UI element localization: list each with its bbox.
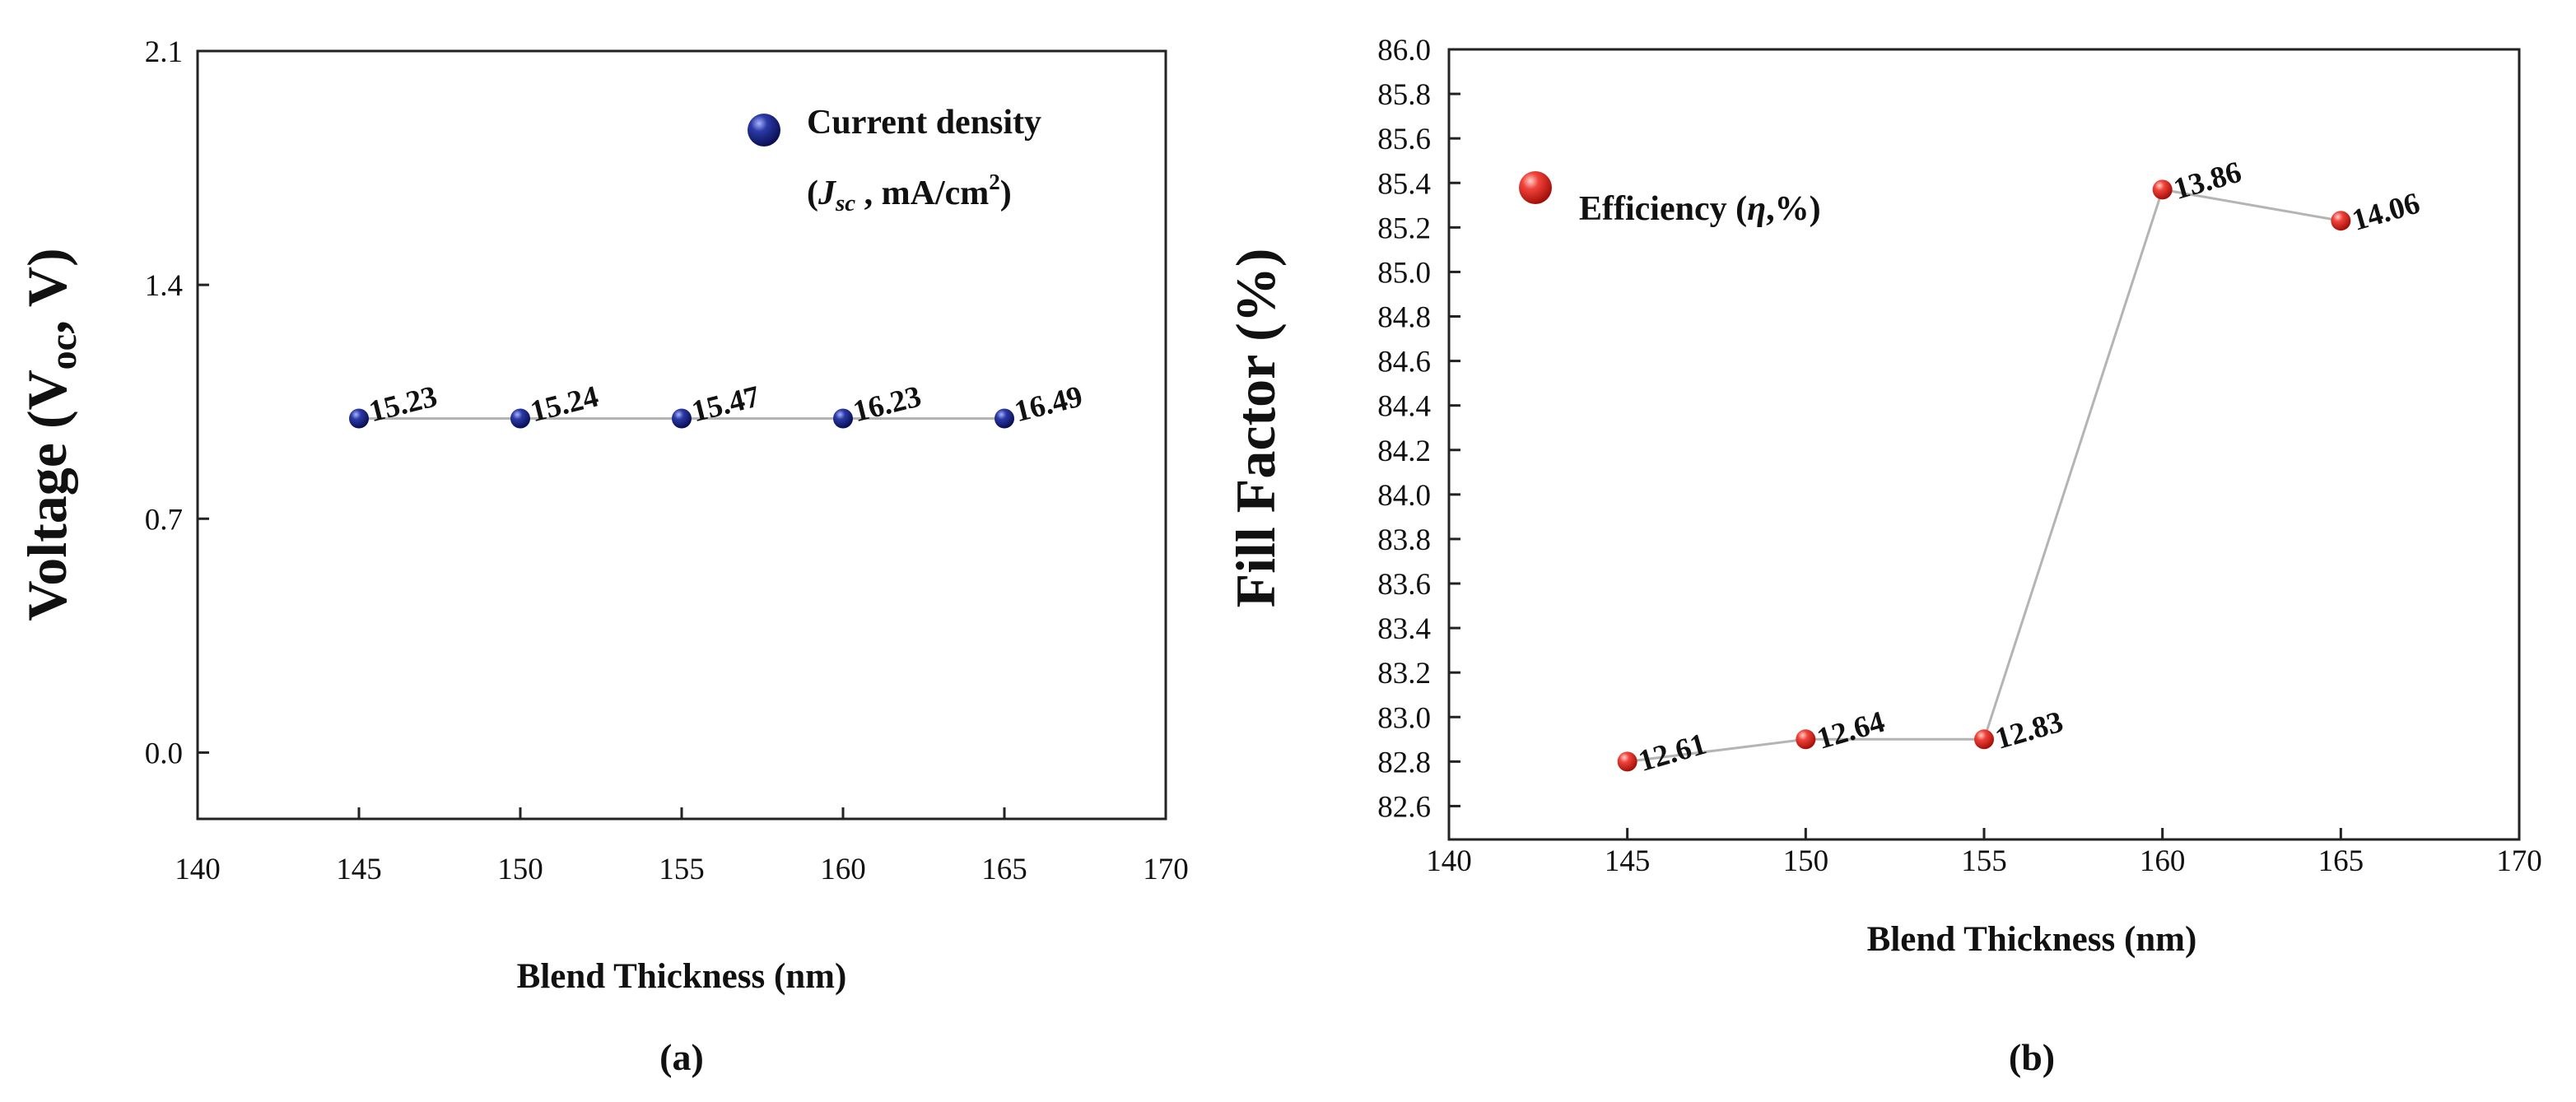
panel-a-x-tick-label: 150 bbox=[497, 853, 543, 886]
panel-b-y-tick-label: 83.0 bbox=[1377, 701, 1431, 735]
panel-b-y-tick-label: 82.8 bbox=[1377, 746, 1431, 779]
panel-b-series-line bbox=[1627, 188, 2341, 763]
panel-a-x-tick-label: 155 bbox=[659, 853, 705, 886]
panel-b-connector-lines bbox=[1627, 188, 2341, 763]
panel-b-y-tick-label: 82.6 bbox=[1377, 790, 1431, 824]
panel-b-x-axis-title: Blend Thickness (nm) bbox=[1867, 920, 2197, 959]
panel-b-legend-label: Efficiency (η,%) bbox=[1579, 190, 1821, 228]
panel-a-x-tick-label: 140 bbox=[175, 853, 221, 886]
panel-b-y-tick-label: 83.2 bbox=[1377, 657, 1431, 690]
panel-b-data-labels: 12.61 12.64 12.83 13.86 14.06 bbox=[1635, 156, 2424, 779]
panel-b-data-label: 13.86 bbox=[2170, 156, 2245, 207]
panel-a-x-axis: 140 145 150 155 160 165 170 bbox=[175, 807, 1189, 886]
panel-b-y-tick-label: 83.4 bbox=[1377, 612, 1431, 646]
panel-b-y-tick-label: 85.6 bbox=[1377, 123, 1431, 156]
panel-b-y-tick-label: 86.0 bbox=[1377, 34, 1431, 67]
panel-a-y-tick-label: 0.7 bbox=[145, 503, 183, 537]
panel-a-caption: (a) bbox=[659, 1036, 704, 1078]
panel-a-data-label: 15.23 bbox=[366, 379, 440, 429]
panel-b-x-tick-label: 165 bbox=[2318, 844, 2364, 878]
panel-b-y-tick-label: 83.6 bbox=[1377, 568, 1431, 602]
panel-b-data-point bbox=[2331, 211, 2351, 231]
panel-b-y-tick-label: 84.2 bbox=[1377, 435, 1431, 468]
panel-b-legend-marker bbox=[1519, 171, 1552, 204]
panel-b-data-label: 12.64 bbox=[1814, 705, 1889, 756]
panel-a-x-tick-label: 165 bbox=[981, 853, 1027, 886]
panel-a-x-axis-title: Blend Thickness (nm) bbox=[517, 957, 847, 996]
panel-a-y-tick-label: 2.1 bbox=[145, 35, 183, 69]
panel-b-y-tick-label: 84.8 bbox=[1377, 301, 1431, 335]
panel-a-x-tick-label: 160 bbox=[820, 853, 866, 886]
panel-a-data-label: 16.49 bbox=[1011, 379, 1086, 429]
panel-a-legend-line1: Current density bbox=[807, 104, 1041, 142]
panel-b-x-tick-label: 160 bbox=[2140, 844, 2186, 878]
panel-b-y-tick-label: 85.2 bbox=[1377, 212, 1431, 245]
panel-b-data-label: 12.61 bbox=[1635, 728, 1710, 779]
panel-a-data-labels: 15.23 15.24 15.47 16.23 16.49 bbox=[366, 379, 1086, 429]
panel-a-plot-frame bbox=[196, 49, 1167, 821]
panel-a-x-tick-label: 145 bbox=[336, 853, 382, 886]
panel-a-legend-marker bbox=[748, 114, 780, 146]
panel-a-data-label: 15.24 bbox=[527, 379, 602, 429]
panel-a-data-point bbox=[349, 408, 369, 429]
panel-b-data-point bbox=[1617, 751, 1637, 772]
panel-b-y-tick-label: 85.8 bbox=[1377, 78, 1431, 112]
panel-a-legend-line2: (Jsc , mA/cm2) bbox=[807, 170, 1012, 216]
panel-b-data-label: 12.83 bbox=[1991, 705, 2066, 756]
panel-b-x-tick-label: 150 bbox=[1783, 844, 1829, 878]
panel-b-x-tick-label: 145 bbox=[1605, 844, 1651, 878]
panel-a-y-axis-title: Voltage (Voc, V) bbox=[16, 248, 84, 621]
panel-b-y-axis: 82.6 82.8 83.0 83.2 83.4 83.6 83.8 84.0 84.2 84.4… bbox=[1377, 34, 1460, 824]
panel-a-y-tick-label: 0.0 bbox=[145, 737, 183, 770]
panel-b-data-label: 14.06 bbox=[2349, 187, 2424, 238]
panel-a-y-axis: 0.0 0.7 1.4 2.1 bbox=[145, 35, 209, 770]
panel-a-data-label: 16.23 bbox=[850, 379, 925, 429]
panel-b-x-axis: 140 145 150 155 160 165 170 bbox=[1426, 828, 2542, 878]
panel-a-x-tick-label: 170 bbox=[1143, 853, 1189, 886]
panel-b-data-point bbox=[1974, 729, 1994, 750]
panel-b-y-tick-label: 85.4 bbox=[1377, 167, 1431, 201]
panel-b-y-tick-label: 84.4 bbox=[1377, 390, 1431, 424]
panel-a-data-point bbox=[995, 408, 1014, 429]
panel-a-data-label: 15.47 bbox=[688, 379, 763, 429]
panel-b-data-point bbox=[2152, 179, 2173, 200]
panel-b-y-tick-label: 83.8 bbox=[1377, 523, 1431, 557]
panel-b-caption: (b) bbox=[2009, 1036, 2055, 1078]
panel-a-data-point bbox=[833, 408, 853, 429]
panel-b-plot-frame bbox=[1447, 48, 2521, 841]
panel-b-x-tick-label: 155 bbox=[1961, 844, 2007, 878]
panel-a-data-point bbox=[510, 408, 530, 429]
panel-b-chart: 140 145 150 155 160 165 170 82.6 82.8 83.0 83.2 83… bbox=[1224, 34, 2542, 1078]
panel-b-y-tick-label: 85.0 bbox=[1377, 256, 1431, 290]
panel-b-data-points bbox=[1617, 179, 2351, 772]
panel-b-y-tick-label: 84.0 bbox=[1377, 479, 1431, 513]
panel-b-y-tick-label: 84.6 bbox=[1377, 346, 1431, 379]
panel-b-x-tick-label: 170 bbox=[2496, 844, 2542, 878]
panel-a-data-points bbox=[349, 408, 1014, 429]
panel-b-y-axis-title: Fill Factor (%) bbox=[1224, 249, 1287, 608]
panel-a-chart: 140 145 150 155 160 165 170 0.0 0.7 1.4 2.1 15.23… bbox=[16, 35, 1189, 1078]
panel-b-data-point bbox=[1796, 729, 1816, 750]
panel-a-y-tick-label: 1.4 bbox=[145, 269, 183, 303]
panel-a-data-point bbox=[672, 408, 692, 429]
panel-b-x-tick-label: 140 bbox=[1426, 844, 1472, 878]
